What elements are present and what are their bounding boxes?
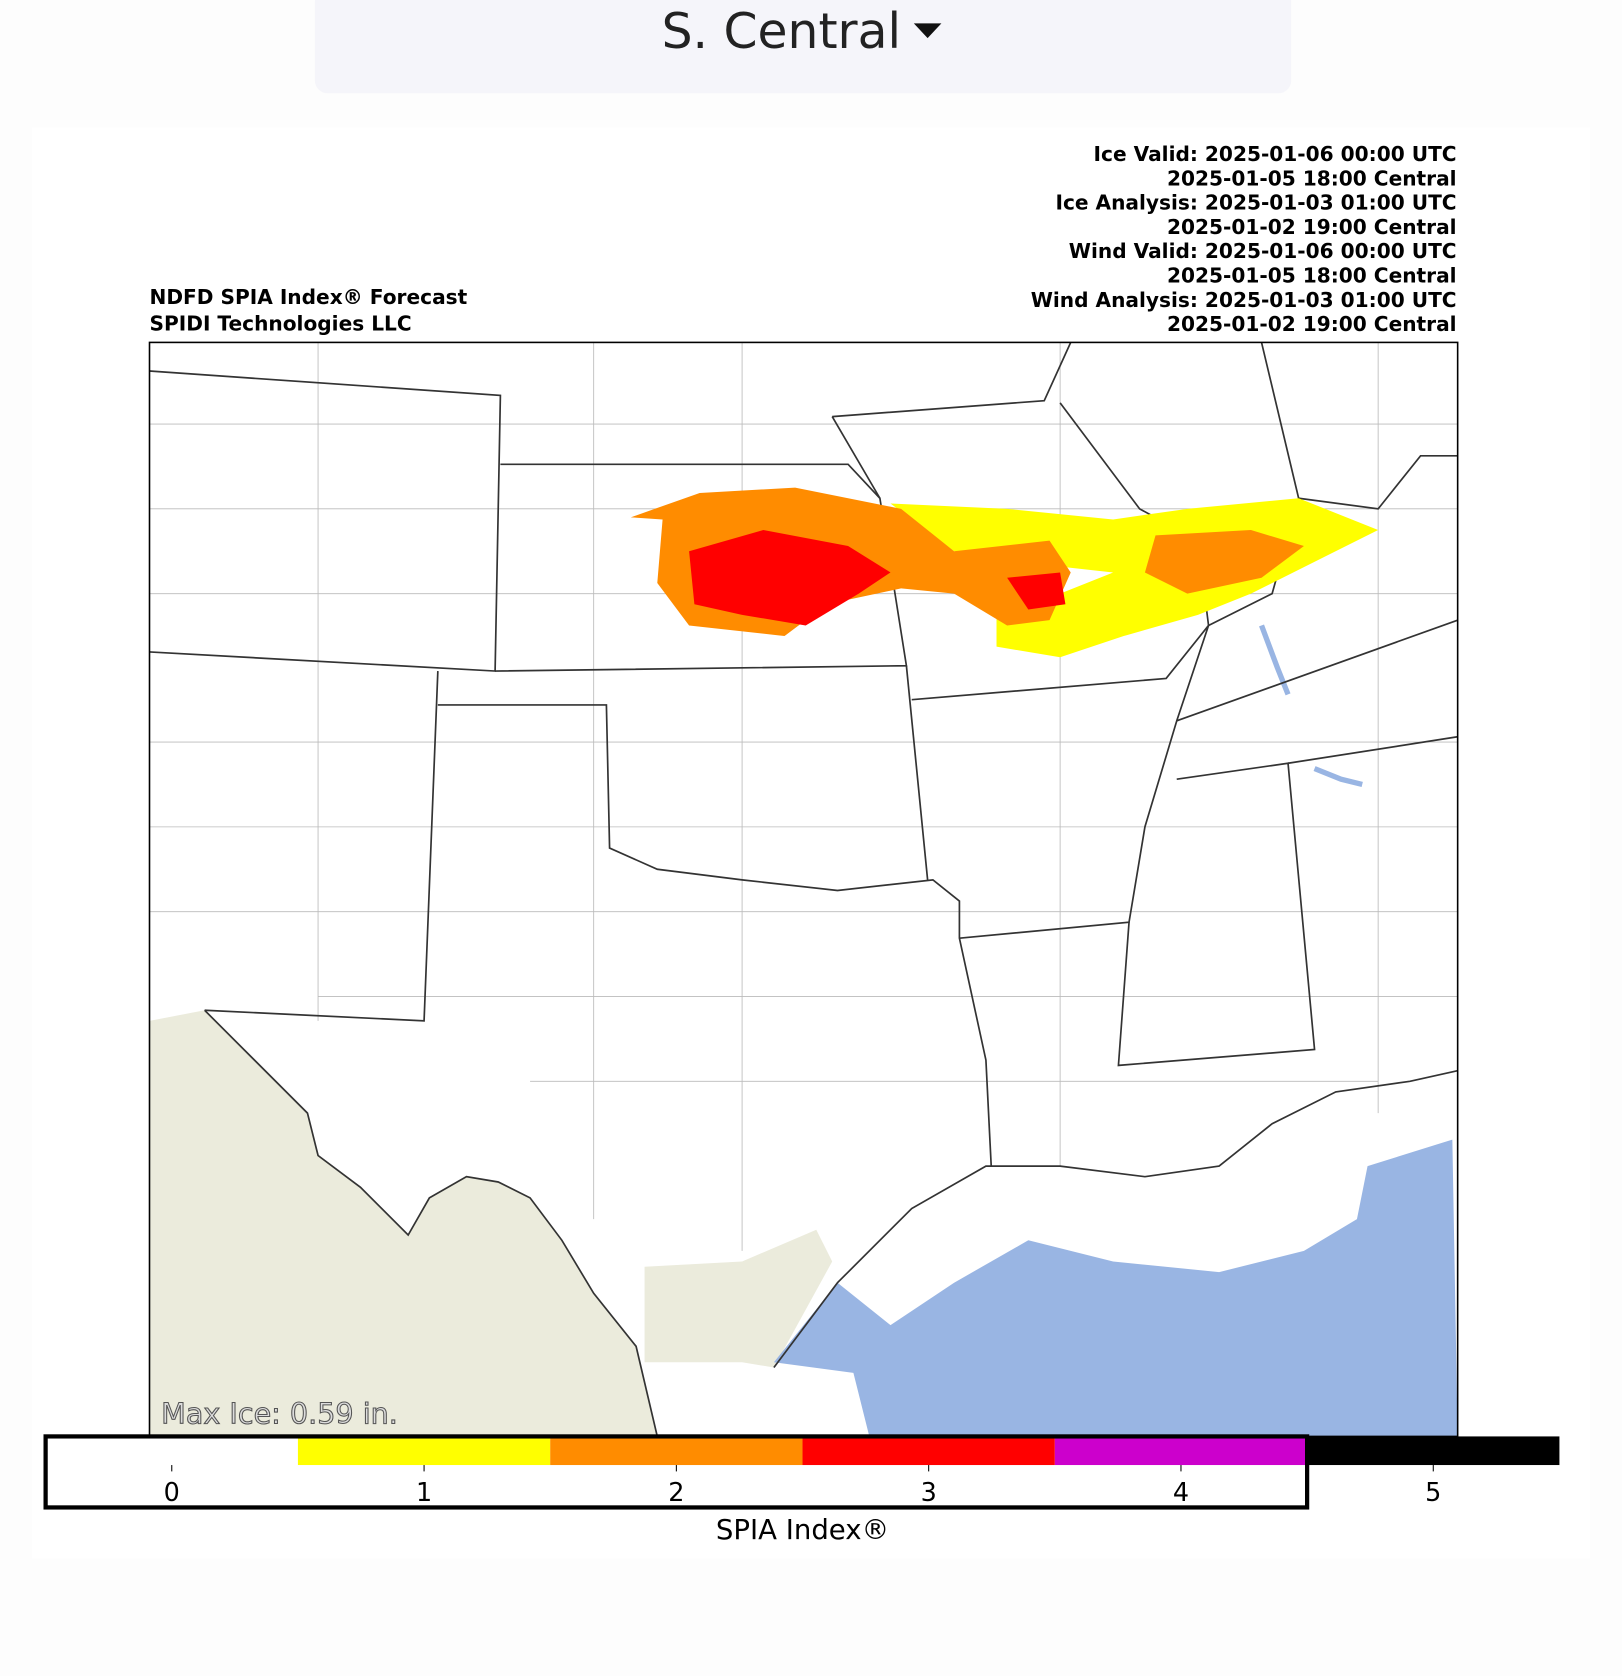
ice-level-3 <box>689 530 891 626</box>
colorbar-segment <box>550 1436 803 1466</box>
colorbar-label: SPIA Index® <box>716 1514 889 1546</box>
header-right-line: Ice Valid: 2025-01-06 00:00 UTC <box>1094 142 1457 166</box>
colorbar-tick-label: 1 <box>416 1477 432 1507</box>
region-dropdown[interactable] <box>314 0 1292 94</box>
colorbar-outline <box>43 1434 1310 1510</box>
header-left-line: SPIDI Technologies LLC <box>150 312 412 336</box>
header-left-line: NDFD SPIA Index® Forecast <box>150 285 468 309</box>
lake <box>1259 624 1291 696</box>
mexico <box>149 1010 658 1437</box>
colorbar-tick-label: 0 <box>164 1477 180 1507</box>
shaded-counties <box>644 1229 833 1368</box>
colorbar-tick-label: 4 <box>1173 1477 1189 1507</box>
ice-level-3 <box>1007 572 1066 610</box>
lake <box>1313 766 1363 788</box>
gulf <box>773 1139 1458 1437</box>
colorbar-segment <box>802 1436 1055 1466</box>
header-right-line: 2025-01-05 18:00 Central <box>1167 264 1457 288</box>
header-right-line: 2025-01-05 18:00 Central <box>1167 166 1457 190</box>
colorbar-tick-label: 3 <box>921 1477 937 1507</box>
ice-level-2 <box>1144 530 1304 594</box>
colorbar-tick-label: 2 <box>668 1477 684 1507</box>
colorbar-segment <box>45 1436 298 1466</box>
dropdown-label[interactable]: S. Central <box>662 4 901 60</box>
header-right-line: Ice Analysis: 2025-01-03 01:00 UTC <box>1055 191 1456 215</box>
colorbar-segment <box>1054 1436 1308 1466</box>
colorbar-tick-label: 5 <box>1425 1477 1441 1507</box>
map <box>149 342 1458 1437</box>
header-right-line: Wind Valid: 2025-01-06 00:00 UTC <box>1069 239 1457 263</box>
dropdown-caret[interactable] <box>913 23 942 39</box>
header-right-line: Wind Analysis: 2025-01-03 01:00 UTC <box>1031 288 1457 312</box>
header-right-line: 2025-01-02 19:00 Central <box>1167 312 1457 336</box>
colorbar-segment <box>1307 1436 1560 1466</box>
colorbar-segment <box>297 1436 551 1466</box>
max-ice: Max Ice: 0.59 in. <box>161 1397 398 1431</box>
ice-forecast <box>630 487 1379 658</box>
header-right-line: 2025-01-02 19:00 Central <box>1167 215 1457 239</box>
